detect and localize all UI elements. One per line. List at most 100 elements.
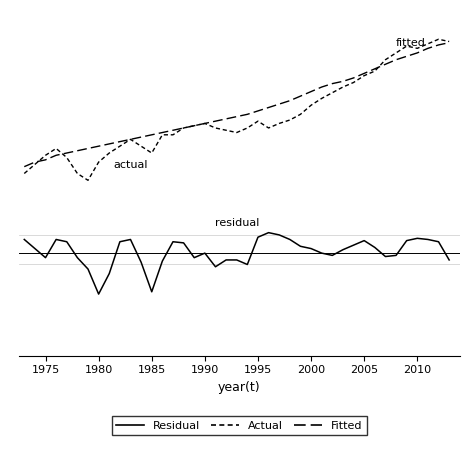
Residual [160, 258, 165, 264]
Residual [372, 245, 378, 250]
Actual [245, 125, 250, 131]
Actual [117, 143, 123, 149]
Line: Actual: Actual [24, 39, 449, 180]
Residual [202, 250, 208, 256]
Residual [308, 246, 314, 251]
Actual [170, 132, 176, 137]
Line: Residual: Residual [24, 233, 449, 294]
Actual [149, 150, 155, 156]
Fitted [43, 157, 48, 163]
Fitted [383, 62, 388, 67]
X-axis label: year(t): year(t) [218, 381, 261, 394]
Actual [223, 128, 229, 133]
Fitted [191, 123, 197, 128]
Residual [383, 254, 388, 259]
Fitted [319, 84, 325, 90]
Fitted [96, 143, 101, 149]
Actual [138, 143, 144, 149]
Residual [96, 291, 101, 297]
Fitted [74, 148, 80, 154]
Fitted [64, 150, 70, 156]
Fitted [266, 105, 272, 110]
Residual [255, 234, 261, 240]
Fitted [223, 116, 229, 122]
Actual [298, 111, 303, 117]
Actual [276, 120, 282, 126]
Residual [425, 237, 431, 242]
Fitted [276, 101, 282, 107]
Residual [234, 257, 239, 263]
Residual [191, 255, 197, 261]
Fitted [160, 130, 165, 136]
Residual [149, 289, 155, 295]
Actual [128, 137, 133, 142]
Residual [21, 237, 27, 242]
Actual [351, 80, 356, 85]
Residual [340, 247, 346, 253]
Residual [64, 239, 70, 245]
Residual [245, 262, 250, 267]
Fitted [436, 42, 441, 48]
Residual [319, 250, 325, 256]
Actual [383, 57, 388, 63]
Fitted [414, 50, 420, 56]
Actual [64, 155, 70, 160]
Fitted [287, 98, 292, 103]
Actual [202, 120, 208, 126]
Residual [170, 239, 176, 245]
Fitted [128, 137, 133, 142]
Residual [138, 259, 144, 265]
Actual [329, 90, 335, 96]
Actual [213, 125, 219, 131]
Actual [361, 73, 367, 79]
Fitted [329, 81, 335, 86]
Residual [213, 264, 219, 270]
Fitted [170, 128, 176, 133]
Actual [425, 41, 431, 46]
Residual [117, 239, 123, 245]
Fitted [404, 54, 410, 59]
Actual [85, 177, 91, 183]
Actual [393, 50, 399, 56]
Legend: Residual, Actual, Fitted: Residual, Actual, Fitted [112, 416, 367, 435]
Actual [266, 125, 272, 131]
Actual [43, 153, 48, 158]
Text: actual: actual [113, 160, 148, 170]
Residual [181, 240, 186, 246]
Actual [414, 46, 420, 51]
Actual [436, 36, 441, 42]
Actual [234, 130, 239, 136]
Fitted [447, 40, 452, 46]
Residual [287, 237, 292, 242]
Actual [32, 162, 38, 167]
Fitted [213, 118, 219, 124]
Fitted [425, 46, 431, 51]
Fitted [53, 153, 59, 158]
Fitted [138, 134, 144, 140]
Fitted [372, 66, 378, 72]
Residual [351, 242, 356, 248]
Line: Fitted: Fitted [24, 43, 449, 167]
Residual [414, 236, 420, 241]
Actual [181, 125, 186, 131]
Fitted [106, 141, 112, 147]
Residual [266, 230, 272, 236]
Fitted [340, 79, 346, 84]
Fitted [21, 164, 27, 170]
Fitted [234, 114, 239, 119]
Residual [32, 246, 38, 251]
Residual [53, 237, 59, 242]
Fitted [149, 132, 155, 137]
Text: residual: residual [215, 218, 259, 228]
Actual [255, 118, 261, 124]
Fitted [298, 93, 303, 99]
Fitted [393, 57, 399, 63]
Fitted [202, 120, 208, 126]
Fitted [255, 108, 261, 114]
Actual [21, 171, 27, 176]
Actual [287, 117, 292, 123]
Actual [191, 123, 197, 128]
Residual [85, 266, 91, 272]
Actual [447, 39, 452, 45]
Residual [43, 255, 48, 261]
